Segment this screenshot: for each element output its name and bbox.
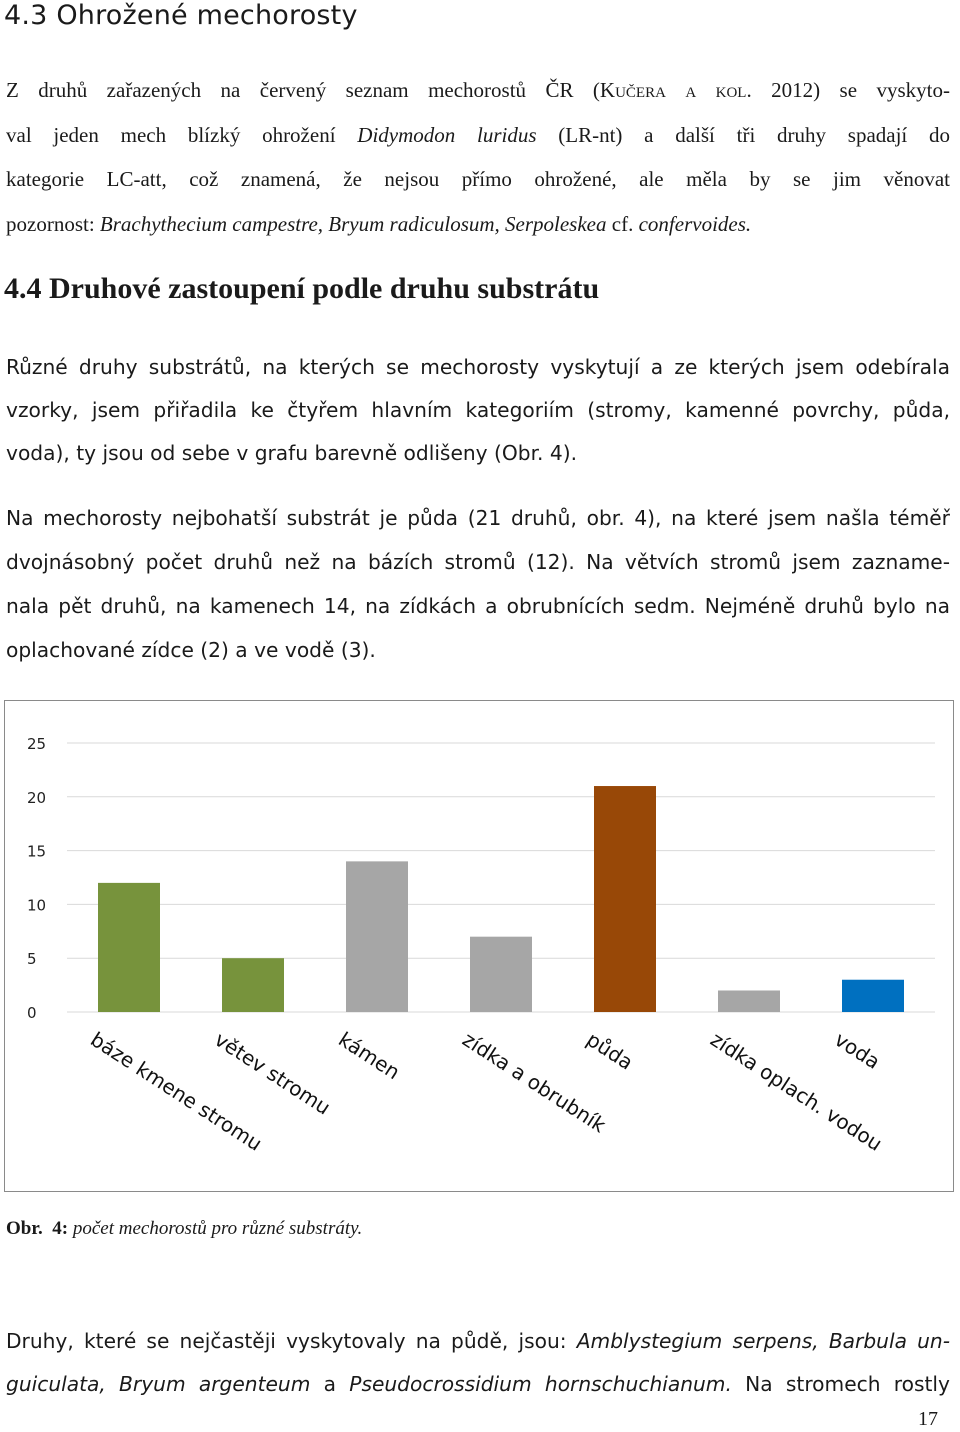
text-fragment: val jeden mech blízký ohrožení <box>6 122 358 147</box>
text-fragment: Na stromech rostly <box>731 1372 950 1396</box>
caption-label: Obr. <box>6 1218 43 1239</box>
text-fragment: cf. <box>606 211 639 236</box>
page-number: 17 <box>918 1408 938 1430</box>
paragraph-substrates: Různé druhy substrátů, na kterých se mec… <box>6 346 950 475</box>
text-line: val jeden mech blízký ohrožení Didymodon… <box>6 113 950 158</box>
caption-text: počet mechorostů pro různé substráty. <box>72 1218 363 1239</box>
y-tick-label: 10 <box>27 896 46 914</box>
bar-chart-frame: 0 5 10 15 20 25 báze kmene stromu větev stromu k… <box>4 700 954 1192</box>
text-fragment: a <box>310 1372 350 1396</box>
bar <box>470 936 532 1012</box>
y-tick-label: 20 <box>27 789 46 807</box>
species-name: Pseudocrossidium hornschuchianum. <box>349 1372 732 1396</box>
x-category-label: voda <box>830 1027 884 1074</box>
text-line: dvojnásobný počet druhů než na bázích st… <box>6 550 950 574</box>
text-line: voda), ty jsou od sebe v grafu barevně o… <box>6 441 578 465</box>
text-fragment: pozornost: <box>6 211 100 236</box>
bar <box>718 990 780 1012</box>
text-line: oplachované zídce (2) a ve vodě (3). <box>6 638 376 662</box>
species-name: Brachythecium campestre, Bryum radiculos… <box>99 211 607 236</box>
figure-caption: Obr. 4: počet mechorostů pro různé subst… <box>6 1218 362 1240</box>
x-category-label: půda <box>582 1027 637 1075</box>
y-tick-label: 25 <box>27 735 46 753</box>
text-fragment: 2012) se vyskyto- <box>751 78 950 102</box>
text-line: Druhy, které se nejčastěji vyskytovaly n… <box>6 1320 950 1363</box>
species-name: guiculata, Bryum argenteum <box>6 1372 311 1396</box>
text-fragment: Druhy, které se nejčastěji vyskytovaly n… <box>6 1329 577 1353</box>
bar <box>842 979 904 1012</box>
text-fragment: Z druhů zařazených na červený seznam mec… <box>6 78 600 102</box>
text-line: Různé druhy substrátů, na kterých se mec… <box>6 355 950 379</box>
y-tick-label: 15 <box>27 843 46 861</box>
text-line: vzorky, jsem přiřadila ke čtyřem hlavním… <box>6 398 950 422</box>
species-name: Amblystegium serpens, Barbula un- <box>576 1329 950 1353</box>
text-fragment: (LR-nt) a další tři druhy spadají do <box>536 122 950 147</box>
text-line: guiculata, Bryum argenteum a Pseudocross… <box>6 1363 950 1406</box>
section-heading-4-3: 4.3 Ohrožené mechorosty <box>4 0 358 31</box>
text-line: Na mechorosty nejbohatší substrát je půd… <box>6 506 950 530</box>
section-heading-4-4: 4.4 Druhové zastoupení podle druhu subst… <box>4 272 600 305</box>
text-line: nala pět druhů, na kamenech 14, na zídká… <box>6 594 950 618</box>
bar <box>98 882 160 1012</box>
bar <box>222 958 284 1012</box>
species-name: confervoides. <box>638 211 752 236</box>
species-name: Didymodon luridus <box>357 122 537 147</box>
text-line: Z druhů zařazených na červený seznam mec… <box>6 68 950 113</box>
text-line: kategorie LC-att, což znamená, že nejsou… <box>6 167 950 191</box>
author-citation: Kučera a kol. <box>599 78 752 102</box>
y-tick-label: 5 <box>27 950 37 968</box>
x-category-label: kámen <box>334 1027 404 1084</box>
paragraph-soil-species: Druhy, které se nejčastěji vyskytovaly n… <box>6 1320 950 1406</box>
paragraph-ohrozene: Z druhů zařazených na červený seznam mec… <box>6 68 950 246</box>
x-category-label: větev stromu <box>210 1027 335 1120</box>
caption-number: 4: <box>52 1218 69 1239</box>
text-line: pozornost: Brachythecium campestre, Bryu… <box>6 202 950 247</box>
bar <box>346 861 408 1012</box>
paragraph-richest-substrate: Na mechorosty nejbohatší substrát je půd… <box>6 496 950 672</box>
bar <box>594 786 656 1012</box>
y-tick-label: 0 <box>27 1004 37 1022</box>
